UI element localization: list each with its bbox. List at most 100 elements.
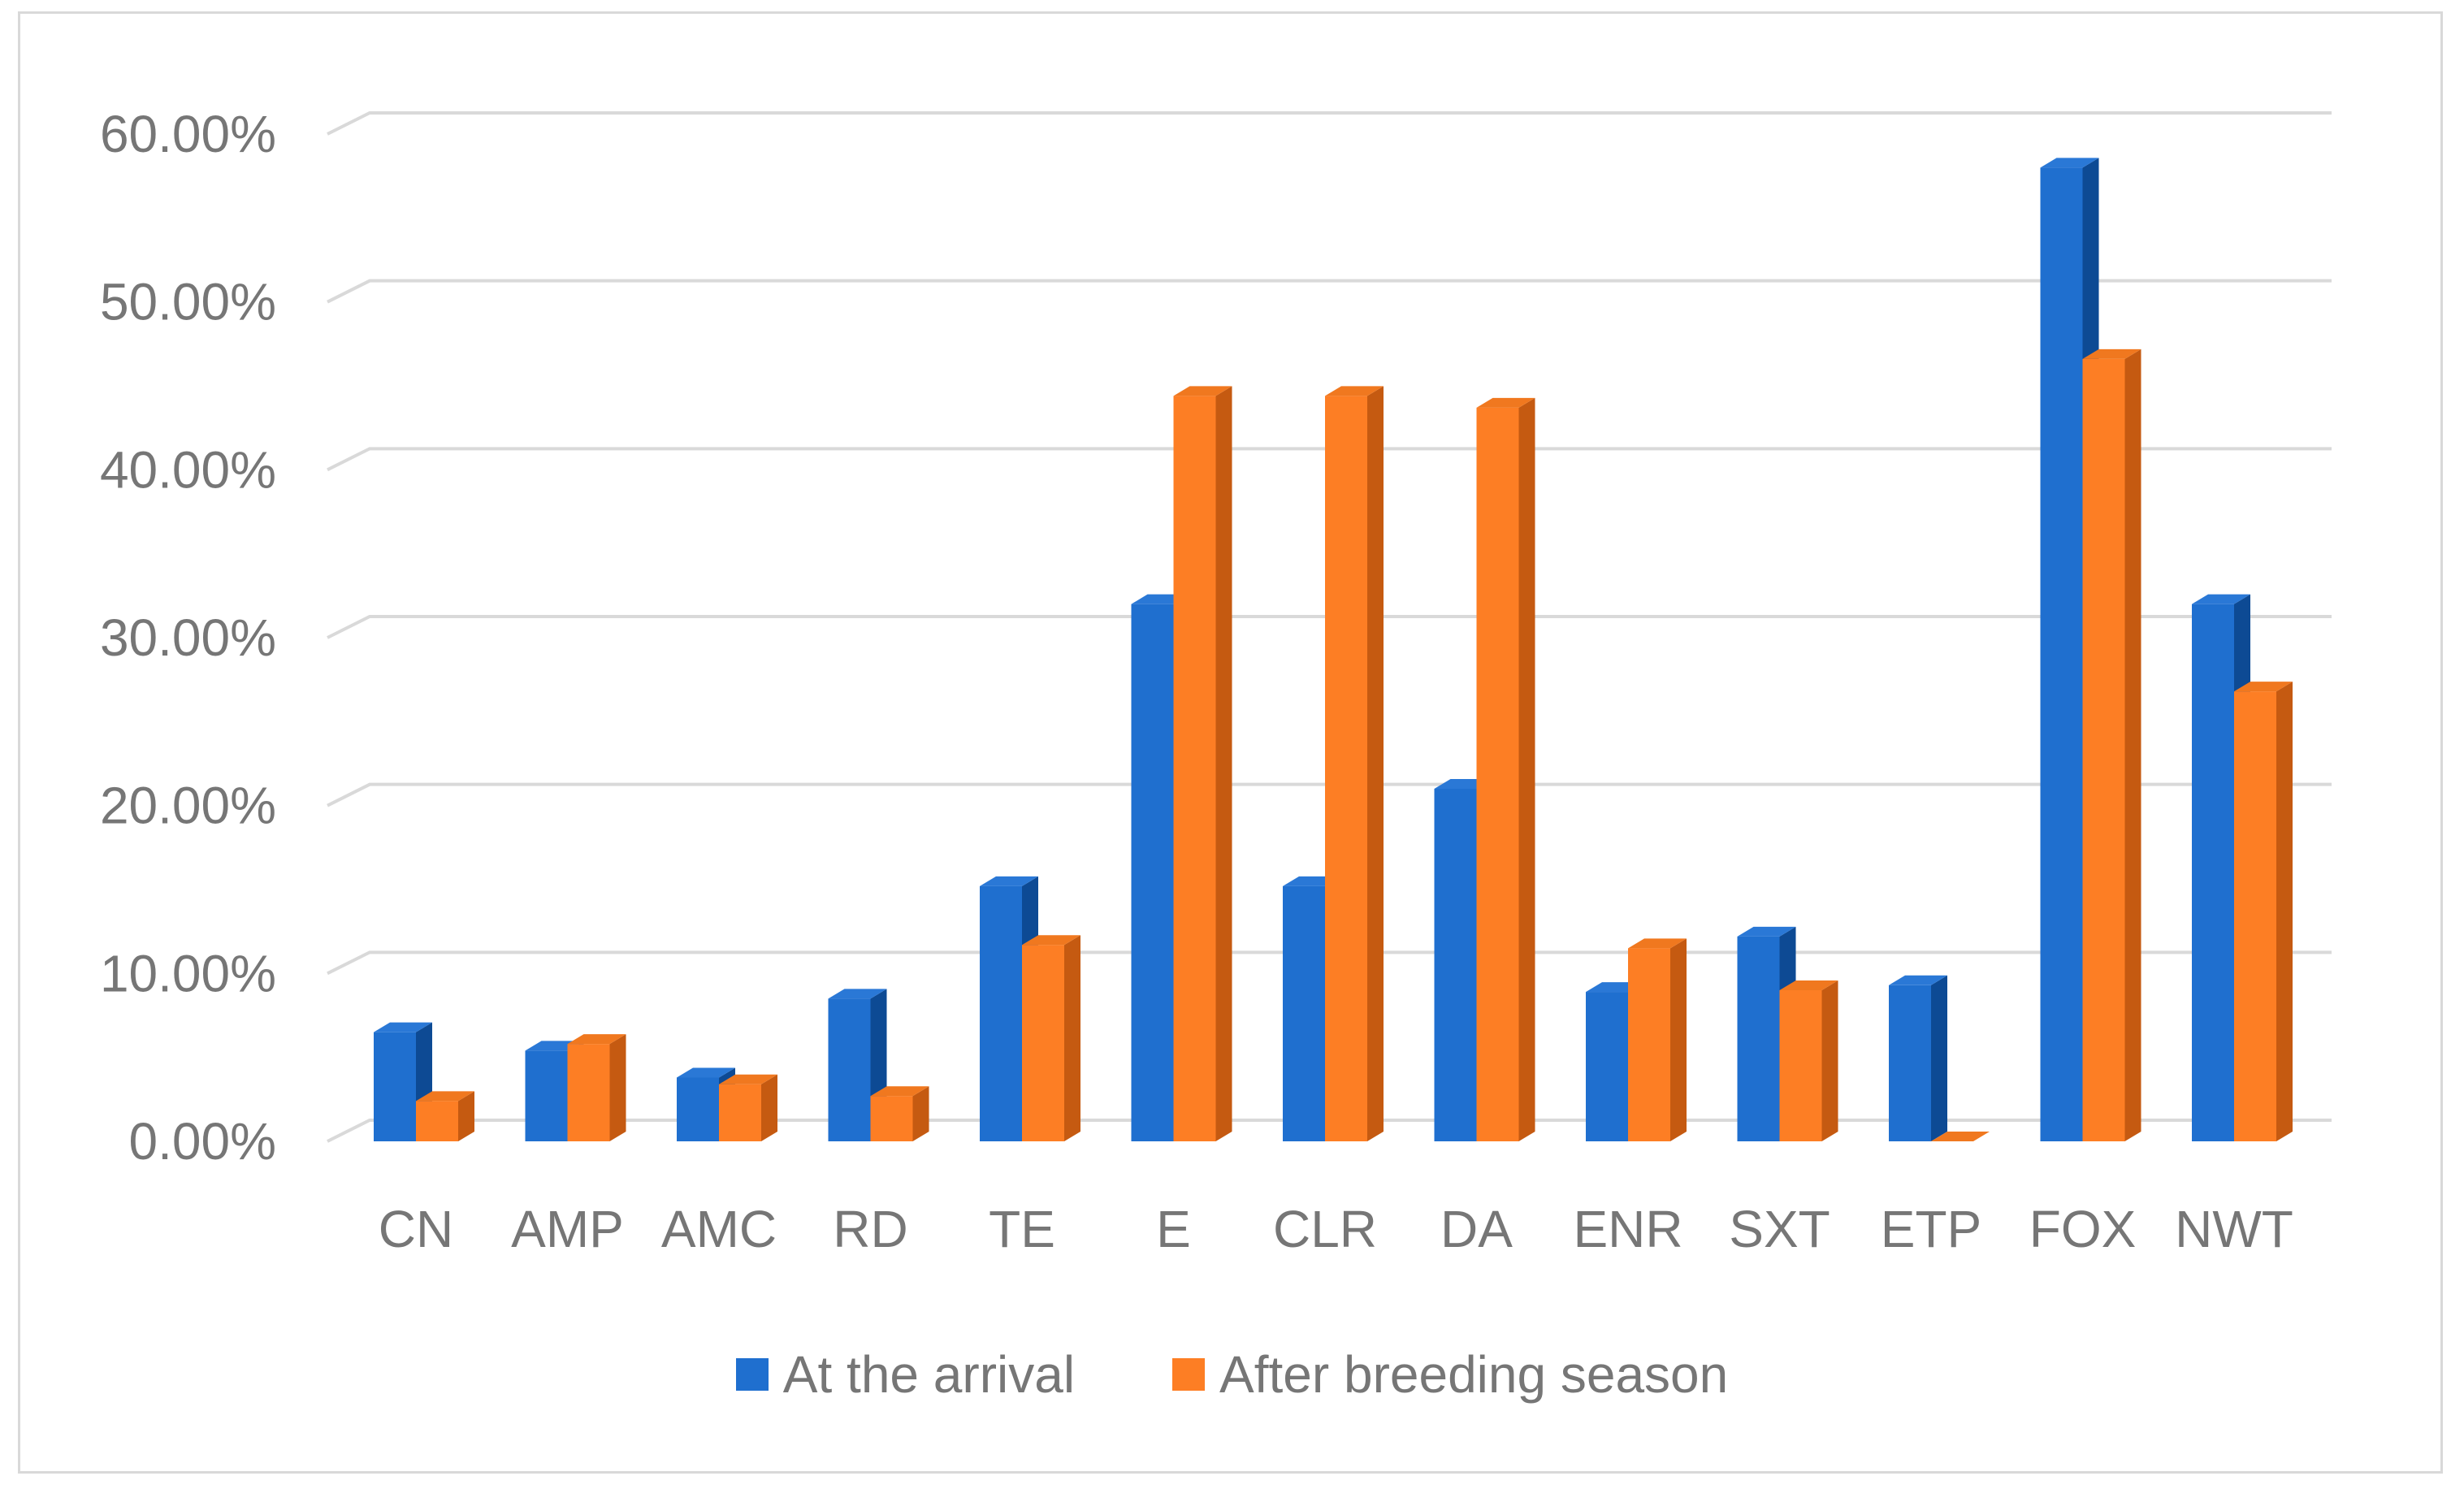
bar-side xyxy=(1821,980,1838,1141)
bars xyxy=(374,158,2293,1141)
bar xyxy=(719,1074,777,1141)
x-tick-label: DA xyxy=(1440,1200,1513,1258)
x-tick-label: CN xyxy=(379,1200,453,1258)
bar-side xyxy=(1367,386,1384,1141)
y-tick-label: 50.00% xyxy=(100,273,276,331)
bar xyxy=(2082,348,2141,1141)
legend-label-series-1: At the arrival xyxy=(782,1345,1076,1404)
bar-front xyxy=(1889,985,1931,1141)
bar-top xyxy=(1476,397,1535,408)
bar-top xyxy=(2040,158,2099,168)
bar-side xyxy=(1670,938,1687,1141)
bar-top xyxy=(1022,935,1080,946)
bar-top xyxy=(1779,980,1838,990)
bar-front xyxy=(2234,691,2276,1141)
y-tick-label: 60.00% xyxy=(100,105,276,163)
gridline xyxy=(327,279,2332,304)
bar-front xyxy=(1476,407,1519,1141)
x-tick-label: E xyxy=(1156,1200,1191,1258)
x-tick-label: ETP xyxy=(1881,1200,1981,1258)
bar xyxy=(1628,938,1687,1141)
gridline xyxy=(327,615,2332,639)
bar-top xyxy=(2234,682,2293,692)
y-axis-ticks: 0.00% 10.00% 20.00% 30.00% 40.00% 50.00% 60.00… xyxy=(100,105,276,1171)
legend-label-series-2: After breeding season xyxy=(1219,1345,1729,1404)
bar-front xyxy=(2040,167,2083,1141)
gridline xyxy=(327,111,2332,136)
bar-top xyxy=(567,1034,626,1045)
bar-side xyxy=(609,1034,626,1141)
bar-side xyxy=(1518,397,1535,1141)
bar-top xyxy=(1889,975,1947,985)
bar xyxy=(1889,975,1947,1141)
x-tick-label: CLR xyxy=(1273,1200,1377,1258)
bar-top xyxy=(2082,348,2141,359)
y-tick-label: 20.00% xyxy=(100,777,276,835)
bar-front xyxy=(1586,992,1628,1141)
bar-front xyxy=(525,1050,568,1141)
bar-top xyxy=(870,1086,929,1097)
bar xyxy=(1476,397,1535,1141)
y-tick-label: 40.00% xyxy=(100,440,276,499)
y-tick-label: 0.00% xyxy=(129,1112,276,1171)
legend: At the arrival After breeding season xyxy=(0,1344,2464,1405)
bar xyxy=(567,1034,626,1141)
bar-front xyxy=(1325,396,1367,1141)
bar-front xyxy=(1434,789,1477,1141)
x-tick-label: AMC xyxy=(661,1200,777,1258)
bar-front xyxy=(1173,396,1216,1141)
bar xyxy=(870,1086,929,1141)
bar-top xyxy=(719,1074,777,1084)
bar-top xyxy=(1325,386,1384,396)
bar-top xyxy=(980,876,1038,886)
bar-top xyxy=(2192,594,2250,604)
gridline xyxy=(327,447,2332,472)
x-tick-label: NWT xyxy=(2175,1200,2293,1258)
bar-top xyxy=(828,989,887,999)
bar-top xyxy=(1931,1132,1990,1141)
bar-front xyxy=(719,1084,761,1141)
bar-front xyxy=(870,1096,913,1141)
legend-swatch-series-1 xyxy=(735,1358,769,1391)
bar-front xyxy=(1628,948,1670,1141)
bar-top xyxy=(374,1022,432,1032)
bar-side xyxy=(1215,386,1232,1141)
bar-top xyxy=(677,1067,735,1078)
legend-swatch-series-2 xyxy=(1172,1358,1206,1391)
bar-front xyxy=(2192,604,2234,1141)
bar xyxy=(1325,386,1384,1141)
y-tick-label: 10.00% xyxy=(100,944,276,1002)
bar-front xyxy=(677,1077,719,1141)
legend-item-series-1: At the arrival xyxy=(735,1344,1076,1405)
bar-front xyxy=(567,1044,610,1141)
bar-top xyxy=(1737,926,1796,937)
bar-side xyxy=(2276,682,2293,1141)
bar xyxy=(416,1091,474,1141)
bar-side xyxy=(761,1074,777,1141)
bar-front xyxy=(980,885,1022,1141)
y-tick-label: 30.00% xyxy=(100,608,276,667)
x-tick-label: ENR xyxy=(1573,1200,1682,1258)
bar-front xyxy=(1737,936,1780,1141)
bar-front xyxy=(1022,945,1064,1141)
gridline xyxy=(327,782,2332,807)
bar xyxy=(374,1022,432,1141)
bar-side xyxy=(2124,348,2141,1141)
bar-side xyxy=(912,1086,929,1141)
bar-top xyxy=(1173,386,1232,396)
bar-front xyxy=(374,1032,416,1141)
bar xyxy=(1173,386,1232,1141)
x-tick-label: AMP xyxy=(511,1200,624,1258)
x-axis-ticks: CN AMP AMC RD TE E CLR DA ENR SXT ETP FOX NWT xyxy=(379,1200,2293,1258)
x-tick-label: FOX xyxy=(2029,1200,2137,1258)
bar-front xyxy=(828,998,871,1141)
bar xyxy=(2234,682,2293,1141)
bar-top xyxy=(1628,938,1687,949)
bar-front xyxy=(1779,990,1822,1141)
bar-front xyxy=(416,1101,458,1141)
x-tick-label: RD xyxy=(833,1200,907,1258)
bar xyxy=(1022,935,1080,1141)
bar-top xyxy=(416,1091,474,1102)
bar-front xyxy=(2082,358,2125,1141)
x-tick-label: SXT xyxy=(1729,1200,1830,1258)
